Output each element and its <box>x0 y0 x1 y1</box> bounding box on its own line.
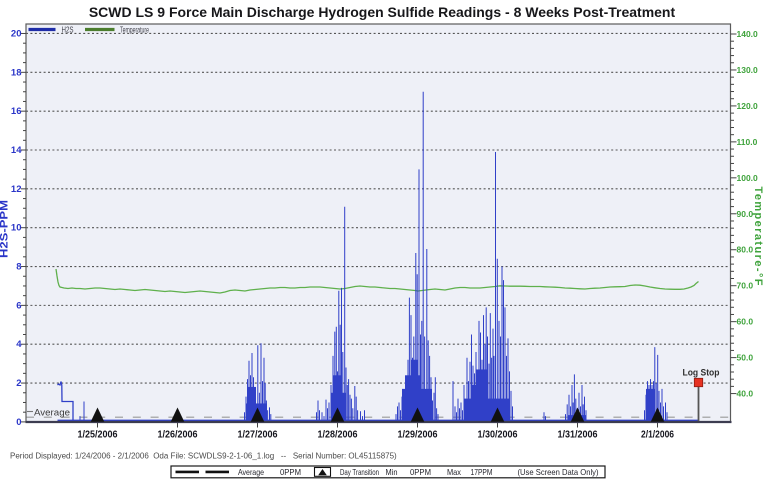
svg-text:18: 18 <box>11 67 22 78</box>
svg-text:6: 6 <box>16 300 21 311</box>
svg-text:Average: Average <box>34 408 70 418</box>
svg-text:20: 20 <box>11 28 22 39</box>
svg-text:0PPM: 0PPM <box>410 467 431 477</box>
svg-text:1/26/2006: 1/26/2006 <box>158 430 198 441</box>
svg-text:(Use Screen Data Only): (Use Screen Data Only) <box>518 467 599 477</box>
svg-text:Min: Min <box>386 467 398 477</box>
svg-text:16: 16 <box>11 106 22 117</box>
svg-text:10: 10 <box>11 223 22 234</box>
svg-text:100.0: 100.0 <box>737 173 759 183</box>
svg-text:1/27/2006: 1/27/2006 <box>238 430 278 441</box>
svg-text:60.0: 60.0 <box>737 317 754 327</box>
svg-text:80.0: 80.0 <box>737 245 754 255</box>
svg-text:8: 8 <box>16 262 21 273</box>
svg-text:SCWD LS 9 Force Main Discharge: SCWD LS 9 Force Main Discharge Hydrogen … <box>89 4 676 20</box>
svg-text:130.0: 130.0 <box>737 65 759 75</box>
svg-text:1/31/2006: 1/31/2006 <box>558 430 598 441</box>
svg-text:1/29/2006: 1/29/2006 <box>398 430 438 441</box>
svg-text:Temperature: Temperature <box>120 26 149 35</box>
svg-text:1/30/2006: 1/30/2006 <box>478 430 518 441</box>
svg-text:Log Stop: Log Stop <box>683 368 720 378</box>
svg-text:90.0: 90.0 <box>737 209 754 219</box>
svg-text:140.0: 140.0 <box>737 29 759 39</box>
svg-text:Temperature-°F: Temperature-°F <box>752 187 764 286</box>
svg-text:12: 12 <box>11 184 22 195</box>
svg-text:50.0: 50.0 <box>737 353 754 363</box>
svg-text:17PPM: 17PPM <box>471 467 493 477</box>
svg-text:120.0: 120.0 <box>737 101 759 111</box>
svg-text:Period Displayed: 1/24/2006 -: Period Displayed: 1/24/2006 - 2/1/2006 O… <box>10 452 397 461</box>
svg-text:H2S-PPM: H2S-PPM <box>0 200 11 258</box>
svg-text:0: 0 <box>16 417 21 428</box>
svg-text:2/1/2006: 2/1/2006 <box>641 430 674 441</box>
svg-text:110.0: 110.0 <box>737 137 758 147</box>
svg-text:2: 2 <box>16 378 21 389</box>
svg-text:4: 4 <box>16 339 22 350</box>
svg-text:1/25/2006: 1/25/2006 <box>78 430 118 441</box>
svg-text:70.0: 70.0 <box>737 281 754 291</box>
svg-text:Average: Average <box>238 467 264 477</box>
svg-text:14: 14 <box>11 145 22 156</box>
svg-text:H2S: H2S <box>62 26 74 35</box>
svg-text:Max: Max <box>447 467 462 477</box>
svg-text:Day Transition: Day Transition <box>340 467 379 477</box>
svg-text:40.0: 40.0 <box>737 389 754 399</box>
svg-text:0PPM: 0PPM <box>280 467 301 477</box>
svg-text:1/28/2006: 1/28/2006 <box>318 430 358 441</box>
